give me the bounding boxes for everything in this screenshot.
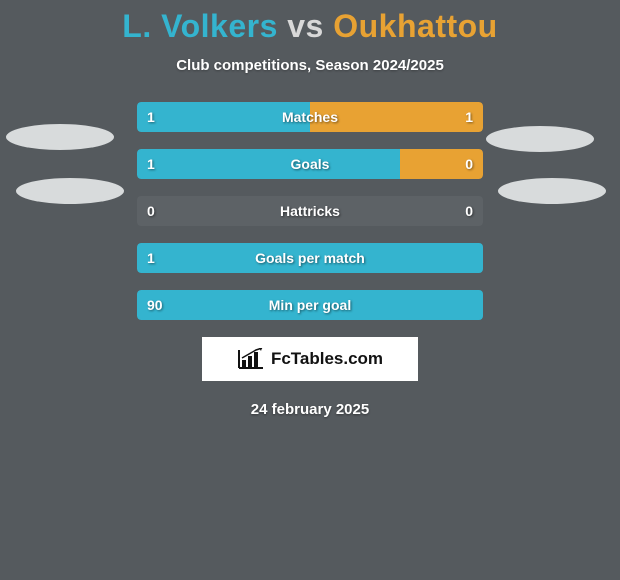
date-text: 24 february 2025: [0, 401, 620, 418]
bar-segment-player1: [137, 102, 310, 132]
decorative-ellipse: [486, 126, 594, 152]
stat-row: 90Min per goal: [137, 290, 483, 320]
bar-segment-player2: [310, 102, 483, 132]
title-vs: vs: [287, 8, 324, 44]
stat-row: 11Matches: [137, 102, 483, 132]
bar-segment-player1: [137, 243, 483, 273]
logo-box: FcTables.com: [202, 337, 418, 381]
stat-value-player1: 0: [137, 196, 165, 226]
bar-segment-player1: [137, 149, 400, 179]
comparison-rows: 11Matches 10Goals 0 0Hattricks 1Goals per ma…: [137, 102, 483, 320]
bar-segment-player2: [400, 149, 483, 179]
decorative-ellipse: [498, 178, 606, 204]
stat-value-player2: 0: [455, 196, 483, 226]
decorative-ellipse: [16, 178, 124, 204]
chart-icon: [237, 348, 265, 370]
stat-label: Hattricks: [137, 196, 483, 226]
title-player2: Oukhattou: [333, 8, 497, 44]
logo-text: FcTables.com: [271, 349, 383, 369]
title-player1: L. Volkers: [122, 8, 278, 44]
stat-row: 0 0Hattricks: [137, 196, 483, 226]
stat-row: 1Goals per match: [137, 243, 483, 273]
bar-segment-player1: [137, 290, 483, 320]
decorative-ellipse: [6, 124, 114, 150]
subtitle: Club competitions, Season 2024/2025: [0, 57, 620, 74]
page-title: L. Volkers vs Oukhattou: [0, 0, 620, 45]
stat-row: 10Goals: [137, 149, 483, 179]
